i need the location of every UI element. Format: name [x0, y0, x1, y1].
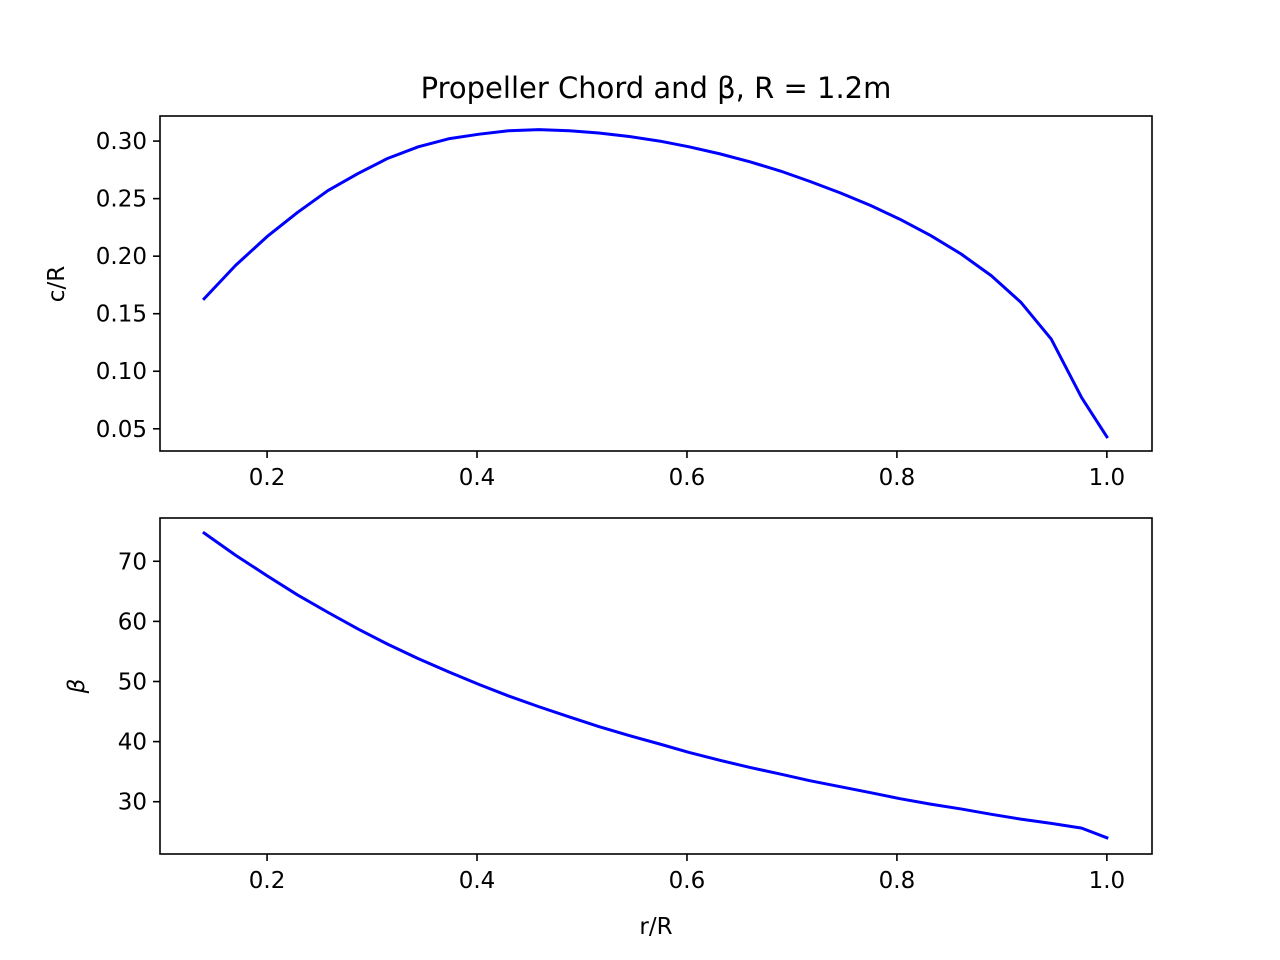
beta-x-tick-label-3: 0.8 [879, 868, 916, 894]
chord-y-tick-label-0: 0.05 [96, 417, 147, 443]
beta-y-tick-label-0: 30 [118, 790, 147, 816]
beta-y-tick-label-2: 50 [118, 669, 147, 695]
beta-x-tick-label-4: 1.0 [1089, 868, 1126, 894]
beta-series-layer [201, 530, 1109, 840]
chord-x-tick-label-3: 0.8 [879, 465, 916, 491]
beta-series-line-0 [201, 530, 1109, 840]
beta-y-tick-label-3: 60 [118, 609, 147, 635]
beta-plot-frame [159, 517, 1153, 855]
beta-x-tick-label-2: 0.6 [669, 868, 706, 894]
chord-x-ticks: 0.2 0.4 0.6 0.8 1.0 [249, 451, 1125, 491]
chord-y-tick-label-4: 0.25 [96, 187, 147, 213]
chord-series-layer [201, 128, 1109, 439]
beta-x-tick-label-0: 0.2 [249, 868, 286, 894]
beta-y-axis-label: β [64, 679, 90, 695]
chord-y-tick-label-2: 0.15 [96, 302, 147, 328]
chord-x-tick-label-4: 1.0 [1089, 465, 1126, 491]
chord-y-ticks: 0.05 0.10 0.15 0.20 0.25 0.30 [96, 129, 160, 443]
beta-y-tick-label-1: 40 [118, 730, 147, 756]
beta-x-ticks: 0.2 0.4 0.6 0.8 1.0 [249, 854, 1125, 894]
chord-x-tick-label-1: 0.4 [459, 465, 496, 491]
chord-y-axis-label: c/R [44, 266, 70, 302]
chord-x-tick-label-0: 0.2 [249, 465, 286, 491]
chord-x-tick-label-2: 0.6 [669, 465, 706, 491]
chord-plot-frame [159, 115, 1153, 452]
beta-panel: 0.2 0.4 0.6 0.8 1.0 30 40 50 60 70 β r/R [64, 517, 1153, 940]
chord-y-tick-label-5: 0.30 [96, 129, 147, 155]
beta-y-tick-label-4: 70 [118, 549, 147, 575]
beta-y-ticks: 30 40 50 60 70 [118, 549, 160, 816]
chord-y-tick-label-3: 0.20 [96, 244, 147, 270]
beta-x-tick-label-1: 0.4 [459, 868, 496, 894]
chord-panel: 0.2 0.4 0.6 0.8 1.0 0.05 0.10 0.15 0.20 0.25 0.30… [44, 115, 1153, 491]
chart-title: Propeller Chord and β, R = 1.2m [421, 71, 892, 105]
chord-series-line-0 [201, 128, 1109, 439]
beta-x-axis-label: r/R [639, 914, 672, 940]
chord-y-tick-label-1: 0.10 [96, 359, 147, 385]
